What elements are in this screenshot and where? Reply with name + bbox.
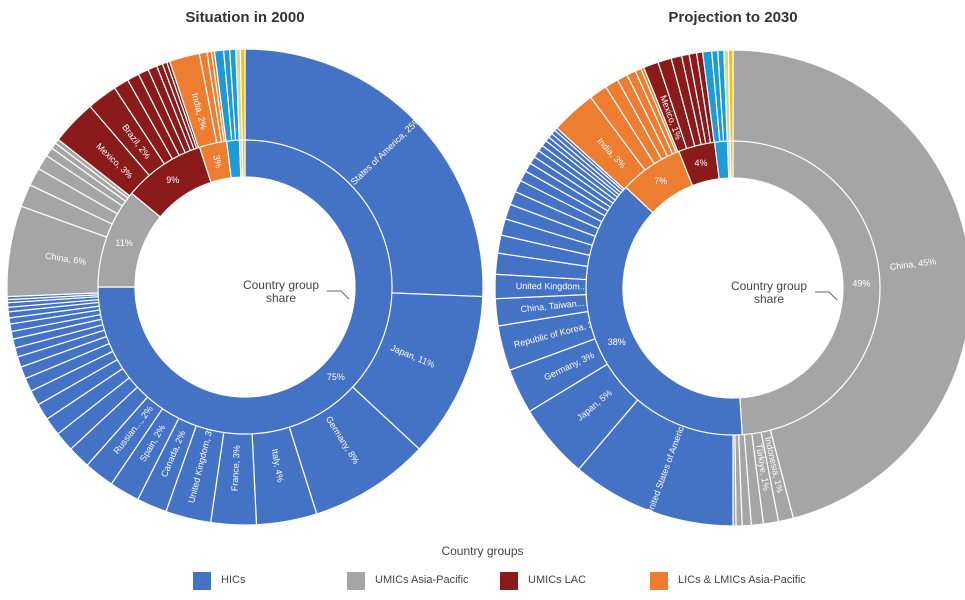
center-label-line-0: Country group <box>243 278 319 292</box>
legend-label-umics-lac: UMICs LAC <box>528 574 587 586</box>
donut-hole <box>625 180 841 396</box>
inner-label-9: 9% <box>166 175 179 185</box>
inner-slice-75 <box>97 139 393 435</box>
center-leader-line <box>327 290 350 300</box>
legend-item-hics: HICs <box>193 572 245 590</box>
inner-label-11: 11% <box>115 238 132 248</box>
legend-item-lics-lmics-asia-pacific: LICs & LMICs Asia-Pacific <box>650 572 806 590</box>
legend-swatch-hics <box>193 572 211 590</box>
legend-item-umics-asia-pacific: UMICs Asia-Pacific <box>347 572 469 590</box>
center-label-line-1: share <box>266 291 296 305</box>
inner-label-3: 3% <box>211 154 224 169</box>
chart-title: Projection to 2030 <box>668 9 797 26</box>
inner-label-75: 75% <box>327 372 345 382</box>
legend: Country groups HICs UMICs Asia-Pacific U… <box>0 538 965 600</box>
inner-label-49: 49% <box>852 278 870 288</box>
legend-swatch-lics-lmics-asia-pacific <box>650 572 668 590</box>
legend-label-hics: HICs <box>221 574 246 586</box>
legend-swatch-umics-asia-pacific <box>347 572 365 590</box>
inner-label-4: 4% <box>695 158 708 168</box>
inner-label-7: 7% <box>654 176 667 186</box>
legend-label-lics-lmics-asia-pacific: LICs & LMICs Asia-Pacific <box>678 574 806 586</box>
center-label-line-0: Country group <box>731 279 807 293</box>
donut-hole <box>137 179 353 395</box>
center-leader-line <box>815 291 838 301</box>
inner-slice-49 <box>732 140 881 436</box>
outer-label-france-3: France, 3% <box>230 445 242 491</box>
legend-item-umics-lac: UMICs LAC <box>500 572 586 590</box>
chart-title: Situation in 2000 <box>185 9 304 26</box>
center-label-line-1: share <box>754 292 784 306</box>
inner-slice-item-6 <box>241 139 246 178</box>
legend-label-umics-asia-pacific: UMICs Asia-Pacific <box>375 574 469 586</box>
legend-title: Country groups <box>441 544 524 558</box>
outer-label-united-kingdom: United Kingdom... <box>516 281 588 291</box>
inner-slice-item-6 <box>729 140 734 179</box>
inner-label-38: 38% <box>608 337 626 347</box>
legend-swatch-umics-lac <box>500 572 518 590</box>
